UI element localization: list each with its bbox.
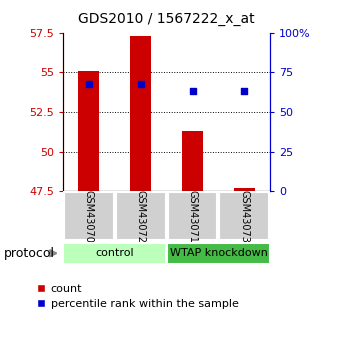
Bar	[168, 193, 217, 240]
Bar	[79, 71, 99, 191]
Point	[138, 81, 143, 86]
Text: GDS2010 / 1567222_x_at: GDS2010 / 1567222_x_at	[78, 12, 255, 26]
Point	[86, 81, 91, 86]
Bar	[130, 36, 151, 191]
Bar	[64, 243, 166, 264]
Bar	[182, 131, 203, 191]
Point	[242, 89, 247, 94]
Text: WTAP knockdown: WTAP knockdown	[170, 248, 267, 258]
Text: GSM43072: GSM43072	[136, 190, 146, 243]
Text: GSM43070: GSM43070	[84, 190, 94, 243]
Bar	[64, 193, 114, 240]
Bar	[234, 188, 255, 191]
Point	[190, 89, 195, 94]
Text: GSM43073: GSM43073	[239, 190, 249, 243]
Legend: count, percentile rank within the sample: count, percentile rank within the sample	[32, 279, 243, 314]
Text: control: control	[96, 248, 134, 258]
Text: protocol: protocol	[3, 247, 54, 260]
Bar	[116, 193, 166, 240]
Text: GSM43071: GSM43071	[188, 190, 198, 243]
Bar	[167, 243, 270, 264]
Bar	[220, 193, 269, 240]
